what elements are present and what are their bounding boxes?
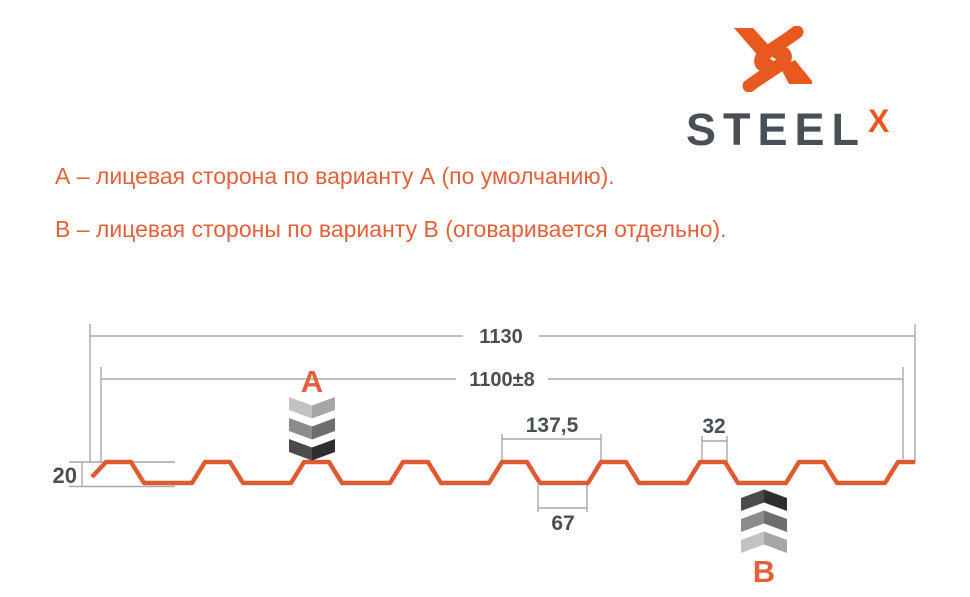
chevron-up-3 [741, 489, 787, 511]
chevron-up-2 [741, 510, 787, 532]
chevron-half [741, 510, 764, 532]
chevron-half [741, 531, 764, 553]
marker-a-label: A [301, 364, 323, 399]
chevron-half [741, 489, 764, 511]
dim-label-pitch: 137,5 [526, 414, 579, 437]
chevron-half [764, 489, 787, 511]
dim-label-1130: 1130 [479, 326, 522, 348]
logo-x-hook-bottom-left [742, 45, 792, 92]
chevron-half [312, 418, 335, 440]
chevron-half [289, 439, 312, 461]
note-variant-b: В – лицевая стороны по варианту В (огова… [55, 216, 727, 242]
chevron-down-1 [289, 397, 335, 419]
marker-a-chevrons-icon [289, 397, 335, 461]
dim-label-ribbottom: 67 [551, 512, 574, 535]
note-variant-a: А – лицевая сторона по варианту А (по ум… [55, 163, 615, 189]
dim-label-ribtop: 32 [702, 415, 725, 438]
chevron-half [289, 397, 312, 419]
logo-x-hooks [742, 26, 804, 92]
dimension-labels: 1130 1100±8 137,5 32 67 20 [53, 326, 726, 535]
logo-wordmark: STEELX [686, 103, 890, 156]
logo-wordmark-text: STEEL [686, 104, 867, 155]
chevron-half [289, 418, 312, 440]
logo-superscript-x: X [868, 103, 890, 139]
logo-x-icon [734, 26, 812, 92]
dim-label-1100: 1100±8 [469, 369, 535, 391]
logo: STEELX [680, 20, 930, 155]
chevron-down-2 [289, 418, 335, 440]
marker-b-label: B [753, 554, 775, 589]
chevron-down-3 [289, 439, 335, 461]
chevron-half [312, 439, 335, 461]
marker-b-chevrons-icon [741, 489, 787, 553]
chevron-up-1 [741, 531, 787, 553]
chevron-half [764, 531, 787, 553]
dim-label-height: 20 [53, 463, 77, 488]
chevron-half [764, 510, 787, 532]
sheet-profile-line [90, 459, 915, 486]
logo-x-hook-top-right [754, 26, 804, 73]
chevron-half [312, 397, 335, 419]
dimension-lines [69, 324, 916, 512]
